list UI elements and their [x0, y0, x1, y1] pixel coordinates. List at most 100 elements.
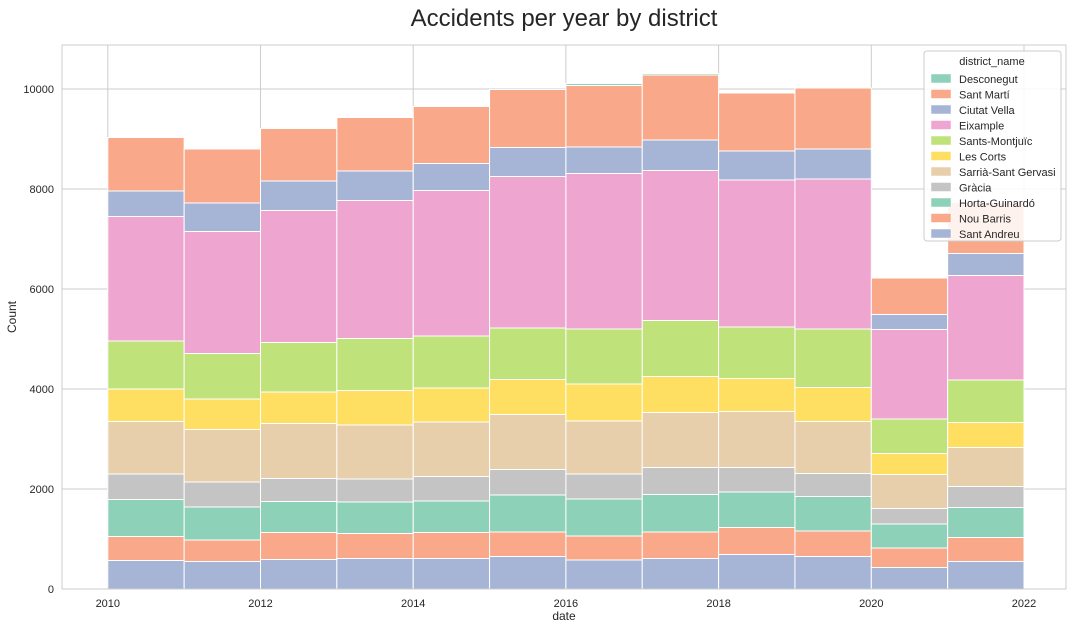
bar-segment-sarri-sant-gervasi: [489, 414, 567, 470]
bar-segment-nou-barris: [412, 532, 491, 559]
bar-segment-horta-guinard-: [489, 494, 567, 533]
bar-segment-les-corts: [107, 388, 185, 422]
bar-segment-gr-cia: [412, 476, 491, 502]
bar-segment-les-corts: [183, 398, 262, 430]
legend-box: [923, 50, 1062, 242]
bar-segment-sants-montju-c: [412, 335, 491, 389]
bar-segment-sants-montju-c: [870, 418, 949, 454]
bar-segment-les-corts: [412, 387, 491, 423]
bar-segment-eixample: [489, 176, 567, 329]
bar-segment-nou-barris: [870, 547, 949, 568]
legend-label: Sarrià-Sant Gervasi: [959, 167, 1056, 179]
y-tick-label: 0: [48, 584, 54, 596]
bar-segment-sarri-sant-gervasi: [260, 423, 338, 479]
bar-segment-sant-andreu: [412, 558, 491, 590]
legend-swatch: [930, 213, 952, 223]
bar-segment-sant-mart-: [336, 117, 414, 172]
bar-segment-les-corts: [641, 376, 720, 413]
bar-segment-gr-cia: [107, 473, 185, 500]
bar-segment-eixample: [565, 173, 643, 330]
bar-segment-sant-andreu: [107, 560, 185, 590]
bar-segment-nou-barris: [260, 532, 338, 560]
bar-segment-sarri-sant-gervasi: [870, 474, 949, 509]
bar-segment-horta-guinard-: [565, 498, 643, 537]
y-tick-label: 10000: [23, 84, 54, 96]
bar-segment-sarri-sant-gervasi: [641, 412, 720, 468]
bar-segment-gr-cia: [794, 473, 872, 497]
bar-segment-sant-mart-: [183, 148, 262, 204]
bar-segment-les-corts: [870, 453, 949, 475]
bar-segment-ciutat-vella: [947, 253, 1025, 276]
bar-segment-sants-montju-c: [489, 327, 567, 380]
x-tick-label: 2012: [248, 598, 272, 610]
bar-segment-sarri-sant-gervasi: [565, 420, 643, 475]
x-tick-label: 2018: [706, 598, 730, 610]
bar-segment-sant-andreu: [565, 559, 643, 590]
bar-segment-sants-montju-c: [947, 379, 1025, 423]
legend-label: Sant Martí: [959, 90, 1010, 102]
bar-segment-les-corts: [718, 378, 796, 412]
bar-segment-eixample: [336, 200, 414, 339]
bar-segment-sant-mart-: [794, 87, 872, 150]
legend-items: Desconegut Sant Martí Ciutat Vella Eixample…: [930, 73, 1056, 241]
bar-segment-sarri-sant-gervasi: [718, 411, 796, 468]
bar-segment-gr-cia: [336, 478, 414, 503]
bar-segment-les-corts: [260, 391, 338, 424]
bar-segment-horta-guinard-: [412, 500, 491, 533]
bar-segment-horta-guinard-: [947, 507, 1025, 538]
bar-segment-ciutat-vella: [489, 147, 567, 177]
legend: district_name Desconegut Sant Martí Ciutat…: [923, 50, 1062, 242]
bar-segment-sarri-sant-gervasi: [794, 421, 872, 474]
bar-segment-eixample: [412, 190, 491, 337]
bar-segment-sants-montju-c: [641, 320, 720, 377]
bar-segment-les-corts: [794, 387, 872, 422]
bar-segment-ciutat-vella: [107, 190, 185, 217]
bar-segment-nou-barris: [565, 535, 643, 561]
bar-segment-sant-mart-: [641, 74, 720, 141]
legend-swatch: [930, 104, 952, 115]
bar-segment-ciutat-vella: [565, 146, 643, 174]
legend-swatch: [930, 151, 952, 161]
bar-segment-sarri-sant-gervasi: [336, 424, 414, 480]
y-tick-label: 6000: [30, 284, 54, 296]
bar-segment-eixample: [641, 170, 720, 321]
bar-segment-eixample: [183, 231, 262, 354]
bar-segment-sants-montju-c: [260, 342, 338, 393]
legend-label: Nou Barris: [959, 214, 1011, 226]
plot-frame: [61, 44, 1067, 590]
bar-segment-ciutat-vella: [718, 150, 796, 181]
bar-segment-sant-andreu: [183, 561, 262, 590]
bar-segment-sant-mart-: [260, 128, 338, 182]
legend-swatch: [930, 166, 952, 177]
bar-segment-gr-cia: [489, 469, 567, 496]
chart-title: Accidents per year by district: [411, 5, 718, 32]
x-tick-label: 2014: [401, 598, 425, 610]
bar-segment-desconegut: [641, 73, 720, 76]
bar-segment-gr-cia: [183, 481, 262, 508]
bar-segment-nou-barris: [489, 531, 567, 557]
bar-segment-horta-guinard-: [870, 523, 949, 549]
bar-segment-horta-guinard-: [336, 501, 414, 534]
bar-segment-sants-montju-c: [183, 353, 262, 400]
bar-segment-nou-barris: [947, 537, 1025, 562]
bar-segment-sant-andreu: [641, 558, 720, 590]
bar-segment-sant-andreu: [947, 561, 1025, 590]
legend-label: Desconegut: [959, 74, 1018, 86]
bar-segment-sant-andreu: [718, 554, 796, 590]
bar-segment-horta-guinard-: [107, 499, 185, 537]
bar-segment-les-corts: [336, 390, 414, 426]
bar-segment-nou-barris: [336, 533, 414, 559]
bar-segment-eixample: [718, 179, 796, 328]
bar-segment-sarri-sant-gervasi: [107, 421, 185, 475]
x-tick-label: 2016: [554, 598, 578, 610]
bar-segment-sant-andreu: [336, 558, 414, 590]
bar-segment-ciutat-vella: [641, 139, 720, 171]
bar-segment-sant-mart-: [107, 137, 185, 192]
bar-segment-sants-montju-c: [565, 328, 643, 385]
bar-segment-les-corts: [489, 379, 567, 415]
bar-segment-eixample: [947, 275, 1025, 381]
bar-segment-ciutat-vella: [412, 163, 491, 191]
bar-segment-gr-cia: [870, 508, 949, 525]
